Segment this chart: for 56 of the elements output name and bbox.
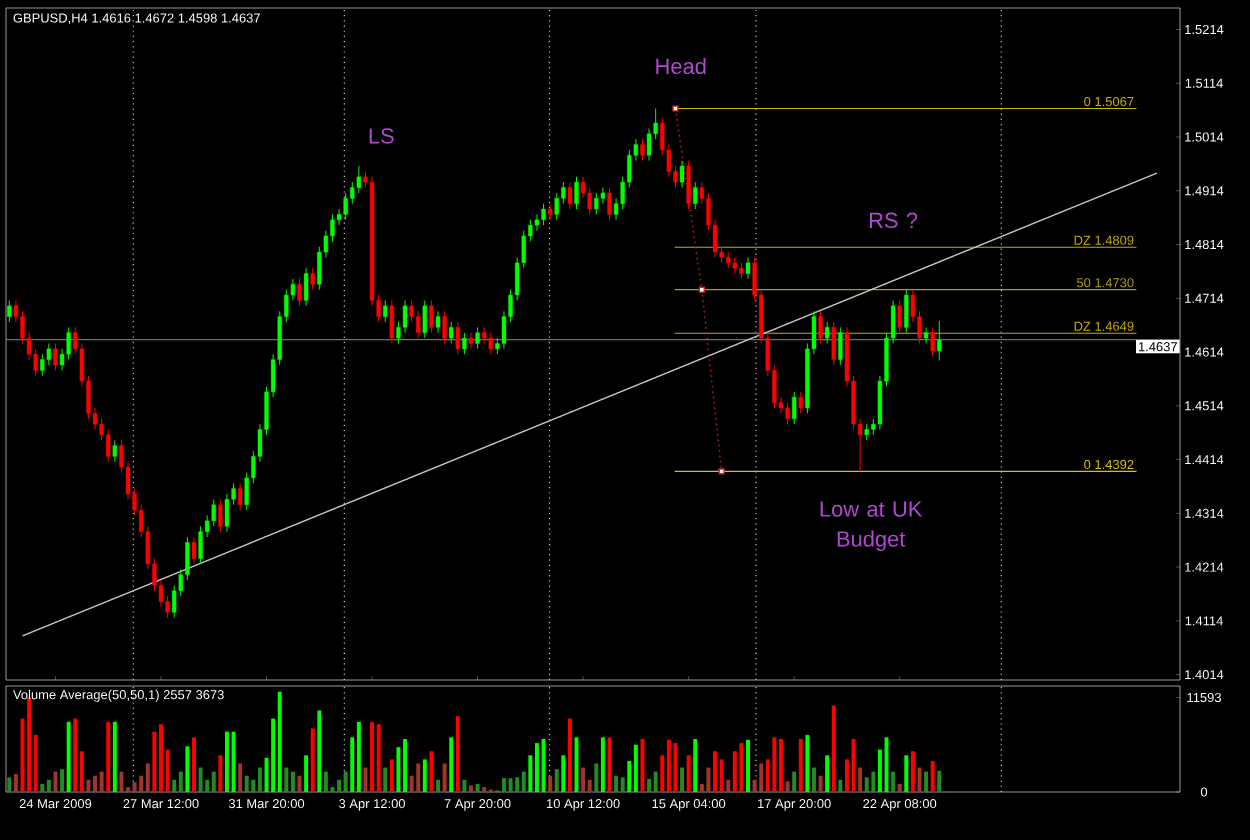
annotation: Head — [656, 58, 706, 75]
candlestick — [112, 439, 117, 463]
candlestick — [191, 536, 197, 565]
candlestick — [310, 267, 315, 291]
candlestick — [7, 299, 12, 323]
candlestick — [383, 299, 388, 323]
candlestick — [416, 310, 421, 339]
candlestick — [937, 320, 942, 362]
candlestick — [686, 160, 691, 210]
candlestick — [442, 310, 447, 344]
point — [672, 105, 679, 112]
candlestick — [574, 176, 579, 210]
annotation: RS ? — [869, 212, 918, 229]
candlestick — [607, 187, 612, 221]
candlestick — [824, 321, 830, 344]
candlestick — [831, 321, 836, 366]
candlestick — [547, 203, 553, 221]
candlestick — [389, 299, 395, 344]
candlestick — [429, 299, 434, 334]
candlestick — [791, 391, 797, 425]
candlestick — [554, 192, 559, 221]
candlestick — [679, 160, 685, 189]
candlestick — [785, 402, 790, 425]
candlestick — [904, 289, 909, 334]
candlestick — [745, 256, 751, 280]
annotation: Low at UK Budget — [820, 501, 923, 551]
candlestick — [303, 267, 309, 307]
candlestick — [422, 299, 427, 339]
candlestick — [455, 321, 460, 355]
annotation: LS — [369, 128, 394, 144]
candlestick — [541, 203, 546, 226]
candlestick — [106, 428, 111, 463]
candlestick — [449, 321, 454, 344]
point — [698, 286, 705, 293]
candlestick — [640, 138, 645, 162]
candlestick — [475, 326, 480, 350]
candlestick — [218, 498, 223, 533]
candlestick — [435, 310, 441, 334]
candlestick — [297, 278, 302, 307]
candlestick — [198, 525, 203, 565]
candlestick — [818, 310, 823, 344]
point — [718, 468, 725, 475]
candlestick — [53, 342, 58, 371]
candlestick — [693, 181, 698, 210]
candlestick — [594, 192, 599, 215]
candlestick — [462, 332, 467, 355]
candlestick — [488, 332, 493, 355]
candlestick — [468, 332, 474, 350]
candlestick — [567, 181, 573, 210]
candlestick — [237, 482, 243, 511]
candlestick — [897, 299, 902, 334]
candlestick — [838, 326, 843, 366]
candlestick — [343, 192, 348, 221]
candlestick — [923, 326, 929, 344]
candlestick — [798, 391, 803, 414]
candlestick — [930, 326, 935, 357]
